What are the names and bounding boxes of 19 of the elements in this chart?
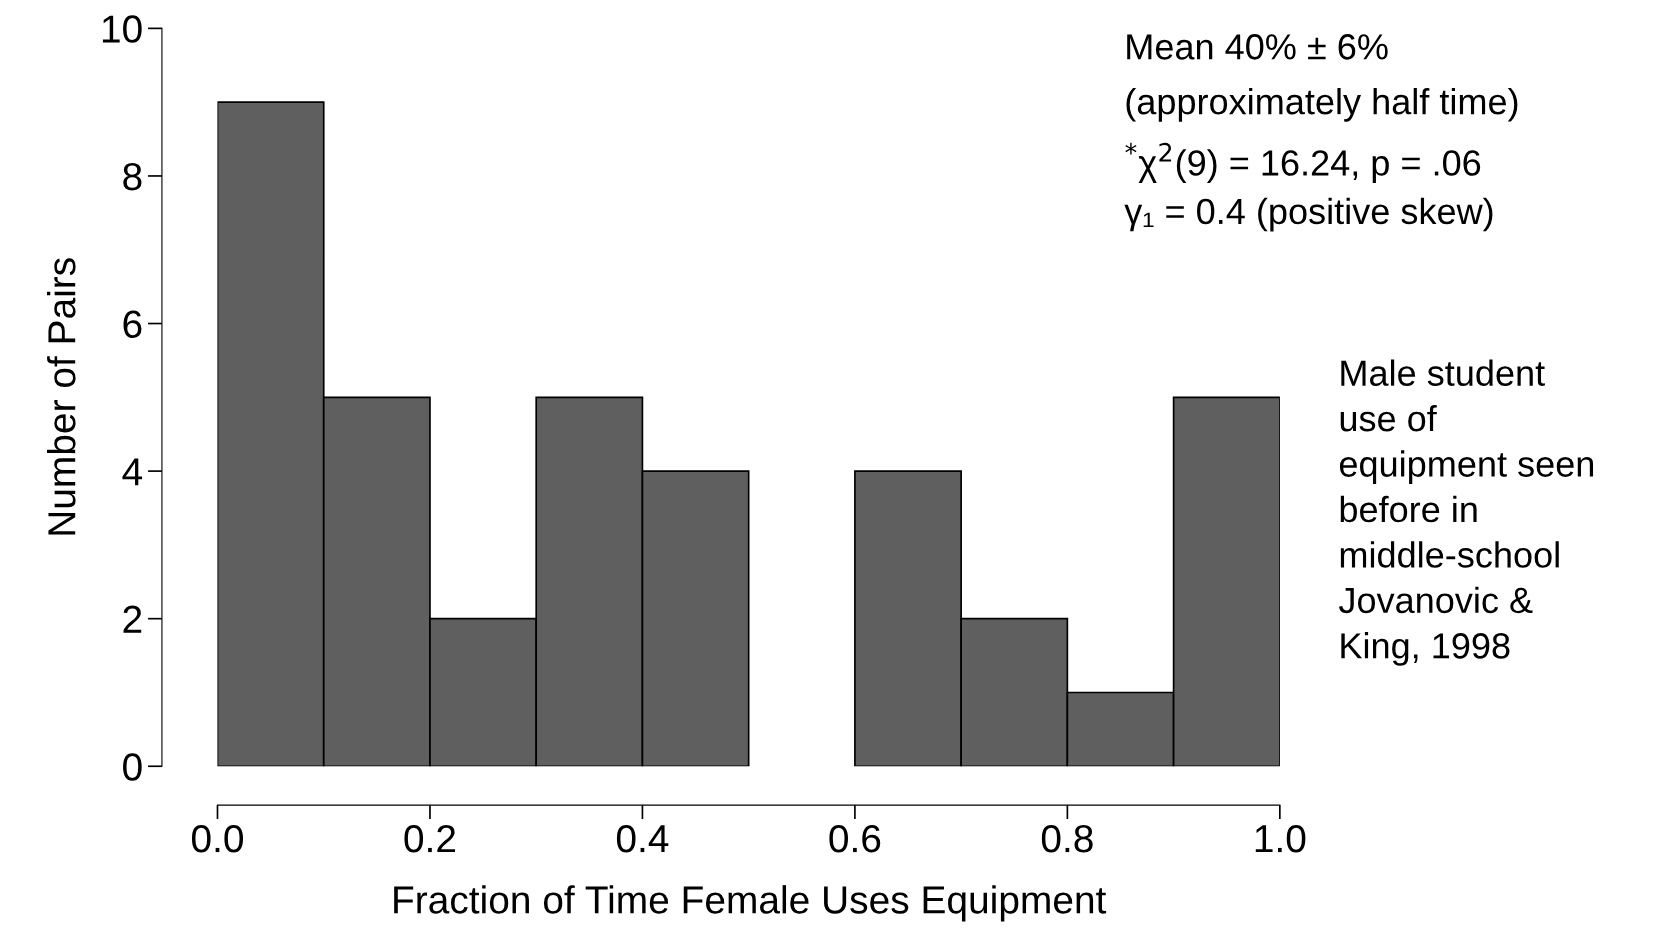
y-axis-title: Number of Pairs xyxy=(47,258,76,535)
annotation: Mean 40% ± 6% xyxy=(1127,34,1388,60)
text: Male student use of equipment seen before in middle-school Jovanovic & King, 1998 xyxy=(1338,359,1594,666)
x-tick-label: 0.4 xyxy=(616,824,669,853)
y-tick-label: 6 xyxy=(123,310,142,339)
x-tick-label: 1.0 xyxy=(1255,824,1306,853)
annotation: γ₁ = 0.4 (positive skew) xyxy=(1124,197,1493,232)
annotation: (approximately half time) xyxy=(1126,87,1518,122)
annotation: $^{*}$χ$^{2}$(9) = 16.24, p = .06 xyxy=(1125,142,1481,183)
y-tick-label: 2 xyxy=(123,605,142,633)
x-tick-label: 0.2 xyxy=(404,824,456,853)
y-tick-label: 0 xyxy=(123,753,142,781)
x-tick-label: 0.0 xyxy=(191,824,243,853)
x-tick-label: 0.8 xyxy=(1041,824,1093,853)
y-tick-label: 8 xyxy=(123,162,142,191)
x-tick-label: 0.6 xyxy=(829,824,881,853)
y-tick-label: 10 xyxy=(102,15,142,43)
y-tick-label: 4 xyxy=(122,458,143,486)
x-axis-title: Fraction of Time Female Uses Equipment xyxy=(394,885,1107,922)
